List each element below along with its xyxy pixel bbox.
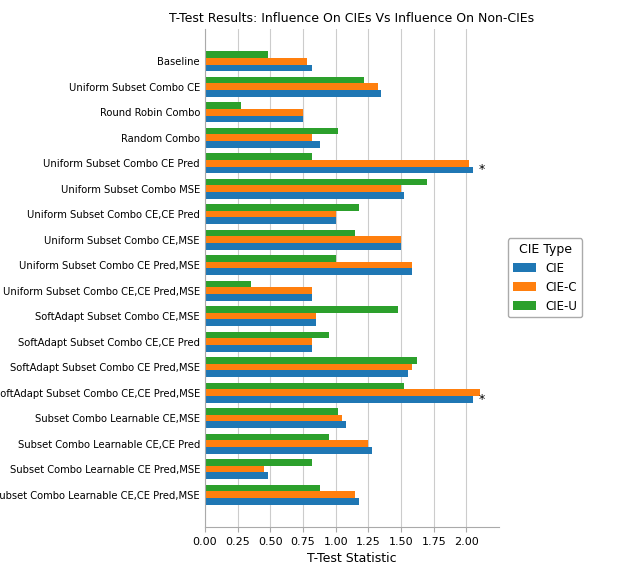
Bar [205, 109, 303, 116]
Bar [205, 306, 399, 313]
Bar [205, 364, 412, 370]
Bar [205, 116, 303, 122]
Bar [205, 281, 251, 287]
Bar [205, 320, 316, 326]
Bar [205, 269, 412, 275]
Bar [205, 498, 359, 504]
Bar [205, 141, 320, 148]
Bar [205, 408, 339, 415]
Bar [205, 153, 312, 160]
Bar [205, 421, 346, 428]
Bar [205, 218, 335, 224]
Bar [205, 447, 372, 453]
Bar [205, 77, 364, 84]
Bar [205, 230, 355, 236]
Legend: CIE, CIE-C, CIE-U: CIE, CIE-C, CIE-U [508, 238, 582, 317]
Bar [205, 211, 335, 218]
Bar [205, 485, 320, 491]
X-axis label: T-Test Statistic: T-Test Statistic [307, 552, 397, 566]
Bar [205, 255, 335, 262]
Bar [205, 65, 312, 71]
Bar [205, 167, 473, 173]
Bar [205, 434, 329, 440]
Bar [205, 357, 417, 364]
Bar [205, 204, 359, 211]
Bar [205, 243, 401, 250]
Bar [205, 103, 241, 109]
Bar [205, 313, 316, 320]
Bar [205, 236, 401, 243]
Bar [205, 84, 378, 90]
Text: *: * [478, 393, 484, 406]
Bar [205, 332, 329, 338]
Bar [205, 135, 312, 141]
Bar [205, 128, 339, 135]
Bar [205, 262, 412, 269]
Text: *: * [478, 163, 484, 176]
Bar [205, 472, 268, 479]
Bar [205, 52, 268, 58]
Bar [205, 466, 264, 472]
Bar [205, 287, 312, 294]
Bar [205, 58, 307, 65]
Bar [205, 491, 355, 498]
Bar [205, 338, 312, 345]
Bar [205, 459, 312, 466]
Bar [205, 160, 469, 167]
Bar [205, 440, 369, 447]
Bar [205, 389, 479, 396]
Bar [205, 383, 404, 389]
Bar [205, 192, 404, 199]
Bar [205, 90, 381, 97]
Bar [205, 396, 473, 403]
Bar [205, 370, 408, 377]
Bar [205, 179, 428, 186]
Bar [205, 415, 342, 421]
Bar [205, 294, 312, 301]
Bar [205, 186, 401, 192]
Bar [205, 345, 312, 352]
Title: T-Test Results: Influence On CIEs Vs Influence On Non-CIEs: T-Test Results: Influence On CIEs Vs Inf… [170, 11, 534, 25]
